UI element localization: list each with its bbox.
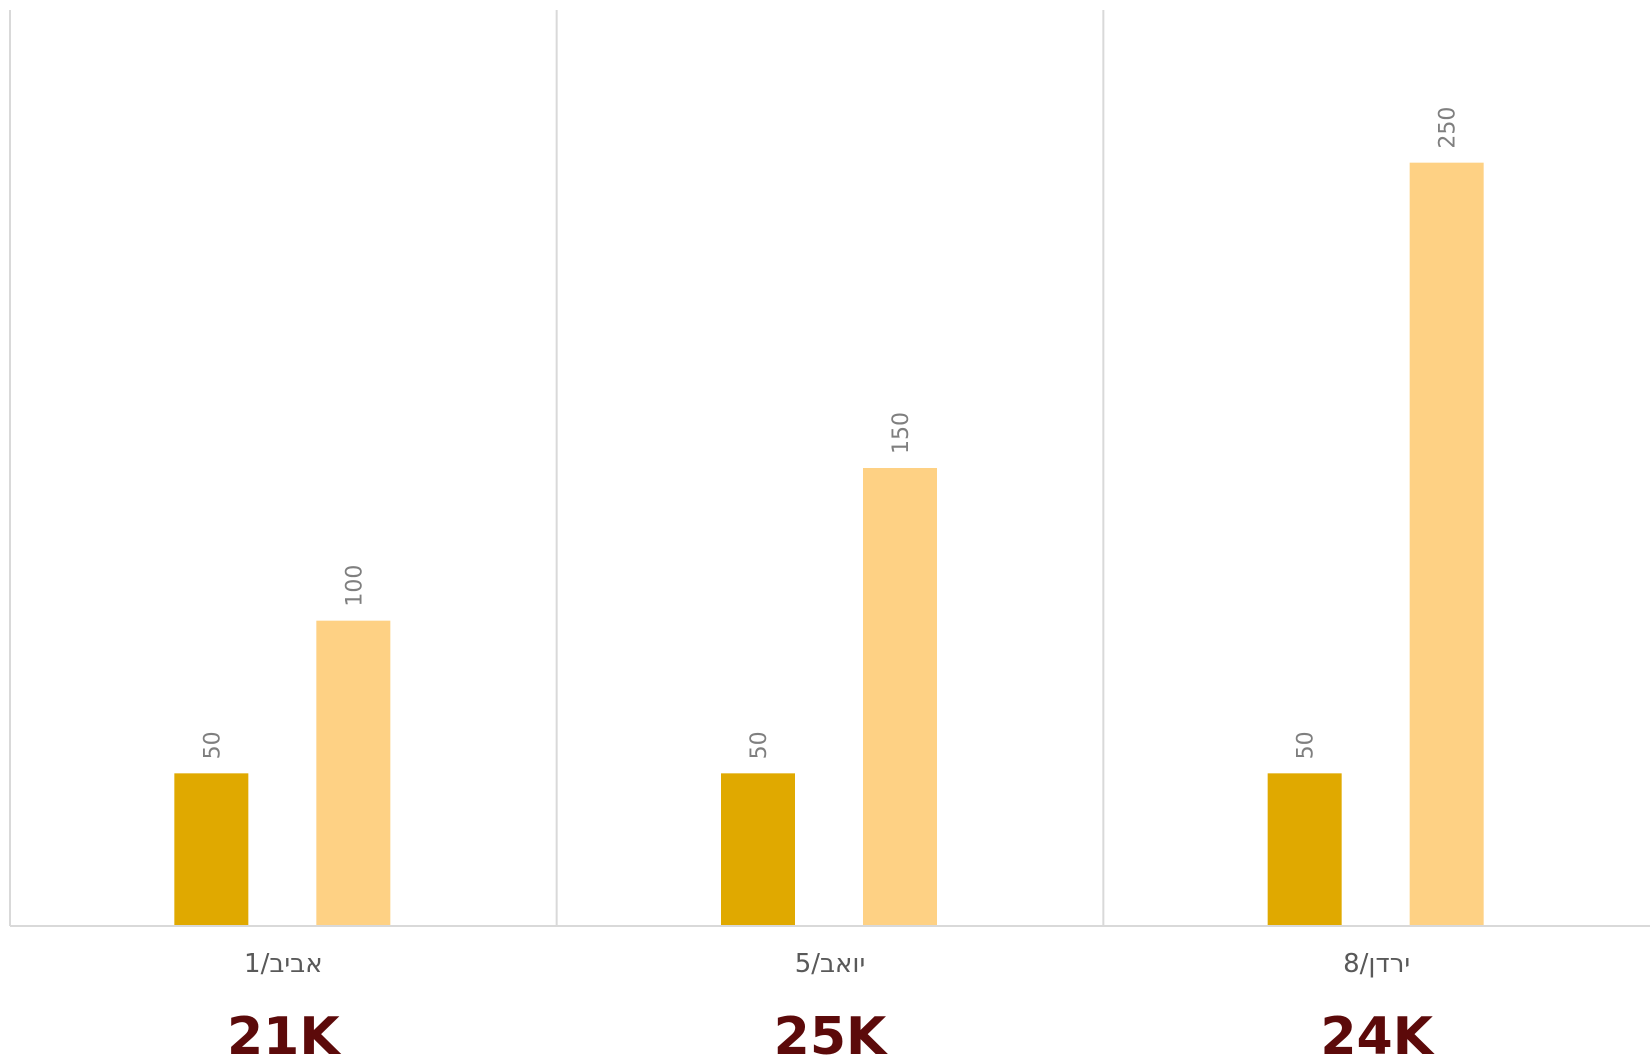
bar-data-label: 50 <box>1294 731 1319 759</box>
category-totals: 21K 25K 24K <box>227 1007 1435 1061</box>
bar-data-labels: 50 100 50 150 50 250 <box>200 107 1460 760</box>
bar-series-2 <box>863 468 937 926</box>
bar-series-2 <box>316 620 391 926</box>
bar-series-1 <box>1267 773 1342 926</box>
category-separators <box>9 10 1105 926</box>
bar-series-1 <box>721 773 795 926</box>
category-label: ירדן/8 <box>1343 949 1410 979</box>
category-labels: אביב/1 יואב/5 ירדן/8 <box>244 949 1410 979</box>
bar-data-label: 100 <box>342 565 367 607</box>
bar-data-label: 250 <box>1436 107 1461 149</box>
bar-data-label: 150 <box>889 412 914 454</box>
category-label: יואב/5 <box>795 949 866 979</box>
category-total: 25K <box>774 1007 888 1061</box>
bar-series-1 <box>174 773 249 926</box>
bar-data-label: 50 <box>200 731 225 759</box>
category-total: 21K <box>227 1007 341 1061</box>
category-label: אביב/1 <box>244 949 323 979</box>
bars <box>174 162 1484 926</box>
category-total: 24K <box>1320 1007 1434 1061</box>
bar-series-2 <box>1409 162 1484 926</box>
bar-data-label: 50 <box>747 731 772 759</box>
